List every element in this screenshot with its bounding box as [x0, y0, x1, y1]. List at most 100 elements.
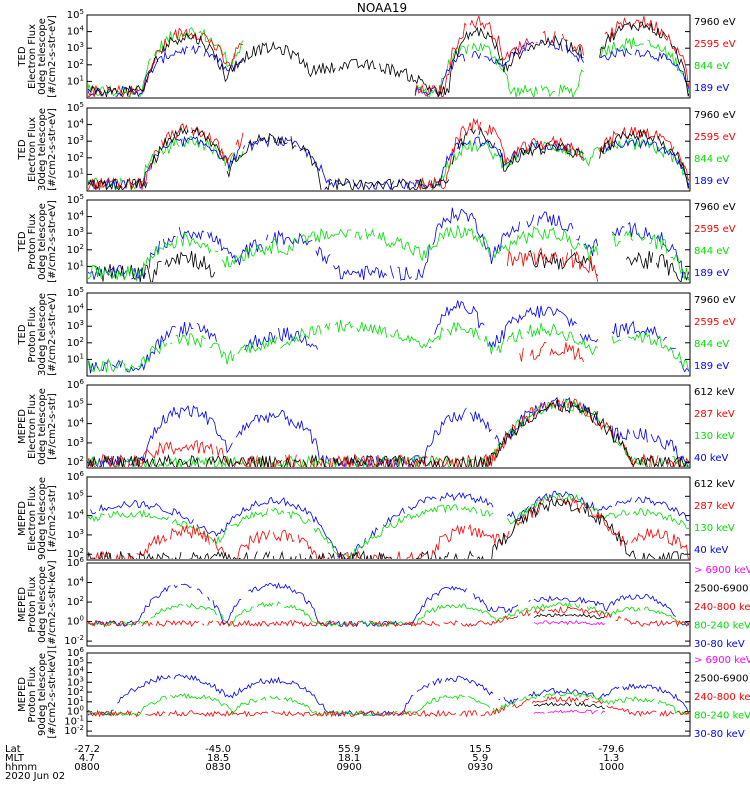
- y-tick-label: 102: [67, 243, 84, 256]
- series-line: [88, 601, 689, 627]
- series-line: [88, 582, 689, 628]
- y-tick-label: 105: [67, 489, 84, 502]
- legend-entry: 130 keV: [694, 431, 735, 442]
- x-tick-hhmm: 0830: [205, 762, 230, 773]
- legend-entry: 240-800 keV: [694, 692, 750, 703]
- panel-frame: [86, 14, 691, 99]
- y-axis-label: MEPEDElectron Flux0deg telescope[#/cm2-s…: [17, 388, 58, 465]
- panel-frame: [86, 476, 691, 561]
- series-line: [88, 397, 689, 467]
- y-tick-label: 106: [67, 470, 85, 483]
- series-line: [88, 126, 689, 190]
- x-row-label: hhmm: [5, 762, 37, 773]
- y-tick-label: 100: [67, 615, 84, 628]
- y-tick-label: 101: [67, 74, 84, 87]
- legend-entry: 30-80 keV: [694, 639, 745, 650]
- legend-entry: 189 eV: [694, 83, 729, 94]
- series-line: [88, 319, 689, 373]
- legend-entry: 30-80 keV: [694, 729, 745, 740]
- legend-entry: 7960 eV: [694, 17, 736, 28]
- y-tick-label: 101: [67, 259, 84, 272]
- y-axis-label: TEDProton Flux30deg telescope[#/cm2-s-st…: [17, 293, 58, 376]
- series-line: [90, 490, 689, 559]
- x-tick-lat: 15.5: [469, 744, 491, 755]
- legend-entry: 612 keV: [694, 387, 735, 398]
- series-line: [88, 692, 689, 717]
- x-tick-hhmm: 0800: [74, 762, 99, 773]
- series-line: [89, 497, 689, 559]
- y-tick-label: 105: [67, 101, 84, 114]
- legend-entry: 287 keV: [694, 501, 735, 512]
- legend-entry: > 6900 keV: [694, 655, 750, 666]
- y-tick-label: 105: [67, 8, 84, 21]
- panel-frame: [86, 199, 691, 284]
- series-line: [88, 225, 689, 282]
- x-tick-mlt: 18.1: [338, 753, 360, 764]
- y-tick-label: 104: [67, 509, 85, 522]
- y-tick-label: 105: [67, 193, 84, 206]
- y-tick-label: 102: [67, 58, 84, 71]
- panel-3: 101 102 103 104 105 TEDProton Flux0deg telesc…: [17, 193, 736, 284]
- legend-entry: 80-240 keV: [694, 621, 750, 632]
- series-line: [88, 21, 689, 97]
- x-tick-lat: -27.2: [74, 744, 100, 755]
- panel-frame: [86, 384, 691, 469]
- series-line: [533, 701, 605, 710]
- series-group: [88, 490, 689, 559]
- legend-entry: 2500-6900: [694, 674, 749, 685]
- y-tick-label: 106: [67, 378, 85, 391]
- series-line: [88, 492, 689, 559]
- panel-8: 10-210-1100101102103104105106MEPEDProton…: [17, 646, 750, 740]
- legend-entry: 2595 eV: [694, 132, 736, 143]
- x-tick-mlt: 5.9: [472, 753, 488, 764]
- legend-entry: 7960 eV: [694, 110, 736, 121]
- panel-frame: [86, 107, 691, 192]
- series-group: [88, 582, 689, 628]
- legend-entry: 2500-6900: [694, 584, 749, 595]
- legend-entry: 7960 eV: [694, 202, 736, 213]
- series-line: [88, 605, 689, 628]
- y-tick-label: 103: [67, 41, 84, 54]
- legend-entry: 2595 eV: [694, 224, 736, 235]
- y-tick-label: 103: [67, 319, 84, 332]
- x-tick-hhmm: 0900: [336, 762, 361, 773]
- legend-entry: 80-240 keV: [694, 711, 750, 722]
- series-group: [88, 16, 689, 97]
- y-axis-label: MEPEDProton Flux90deg telescope[#/cm2-s-…: [17, 650, 58, 738]
- legend-entry: 7960 eV: [694, 295, 736, 306]
- series-group: [88, 207, 689, 282]
- series-line: [88, 39, 689, 97]
- y-tick-label: 101: [67, 352, 84, 365]
- series-line: [88, 695, 689, 718]
- x-tick-mlt: 18.5: [207, 753, 229, 764]
- y-tick-label: 101: [67, 167, 84, 180]
- series-group: [88, 396, 689, 467]
- series-group: [88, 300, 689, 374]
- y-tick-label: 105: [67, 286, 84, 299]
- legend-entry: 287 keV: [694, 409, 735, 420]
- legend-entry: 189 eV: [694, 176, 729, 187]
- date-label: 2020 Jun 02: [5, 771, 65, 782]
- legend-entry: 844 eV: [694, 339, 729, 350]
- x-tick-hhmm: 0930: [468, 762, 493, 773]
- series-line: [88, 673, 689, 717]
- series-line: [519, 341, 584, 363]
- y-tick-label: 102: [67, 151, 84, 164]
- series-line: [88, 136, 689, 190]
- y-tick-label: 103: [67, 436, 84, 449]
- panel-frame: [86, 562, 691, 647]
- y-axis-label: TEDElectron Flux30deg telescope[#/cm2-s-…: [17, 108, 58, 191]
- legend-entry: 40 keV: [694, 545, 728, 556]
- legend-entry: 130 keV: [694, 523, 735, 534]
- legend-entry: 844 eV: [694, 61, 729, 72]
- series-line: [533, 612, 606, 620]
- x-row-label: Lat: [5, 744, 21, 755]
- panel-2: 101 102 103 104 105 TEDElectron Flux30deg tel…: [17, 101, 736, 192]
- series-line: [533, 620, 606, 626]
- y-tick-label: 104: [67, 25, 85, 38]
- x-tick-lat: 55.9: [338, 744, 360, 755]
